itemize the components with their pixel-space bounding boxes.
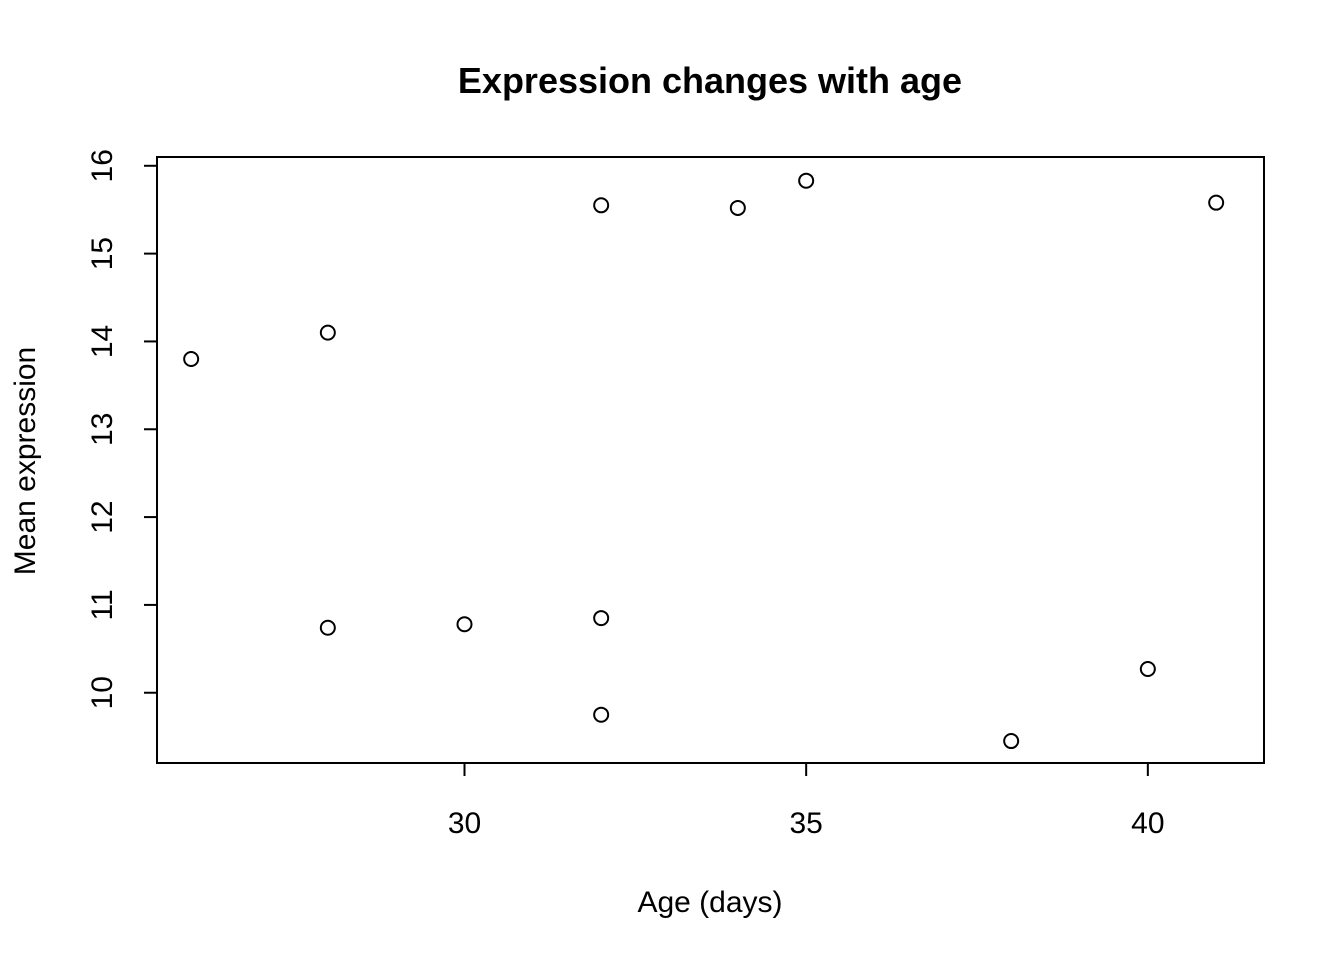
- data-point: [456, 616, 473, 633]
- data-point: [183, 351, 200, 367]
- y-tick-label: 16: [86, 149, 119, 182]
- x-axis-label: Age (days): [637, 886, 782, 919]
- x-tick-label: 40: [1131, 807, 1164, 840]
- plot-area-frame: [156, 156, 1265, 764]
- y-tick-label: 10: [86, 676, 119, 709]
- data-points: [183, 172, 1225, 750]
- data-point: [1139, 661, 1156, 678]
- data-point: [798, 172, 815, 189]
- chart-title: Expression changes with age: [458, 60, 962, 101]
- y-axis: 10 11 12 13 14 15 16: [86, 149, 157, 709]
- data-point: [593, 197, 610, 214]
- x-tick-label: 30: [448, 807, 481, 840]
- data-point: [319, 619, 336, 636]
- y-tick-label: 14: [86, 325, 119, 358]
- y-axis-label: Mean expression: [9, 347, 42, 575]
- y-tick-label: 13: [86, 413, 119, 446]
- data-point: [319, 324, 336, 341]
- data-point: [1208, 194, 1225, 211]
- data-point: [593, 706, 610, 723]
- x-tick-label: 35: [789, 807, 822, 840]
- data-point: [729, 199, 746, 216]
- y-tick-label: 15: [86, 237, 119, 270]
- data-point: [1003, 733, 1020, 750]
- x-axis: 30 35 40: [448, 763, 1165, 840]
- y-tick-label: 12: [86, 500, 119, 533]
- data-point: [593, 610, 610, 627]
- y-tick-label: 11: [86, 589, 119, 620]
